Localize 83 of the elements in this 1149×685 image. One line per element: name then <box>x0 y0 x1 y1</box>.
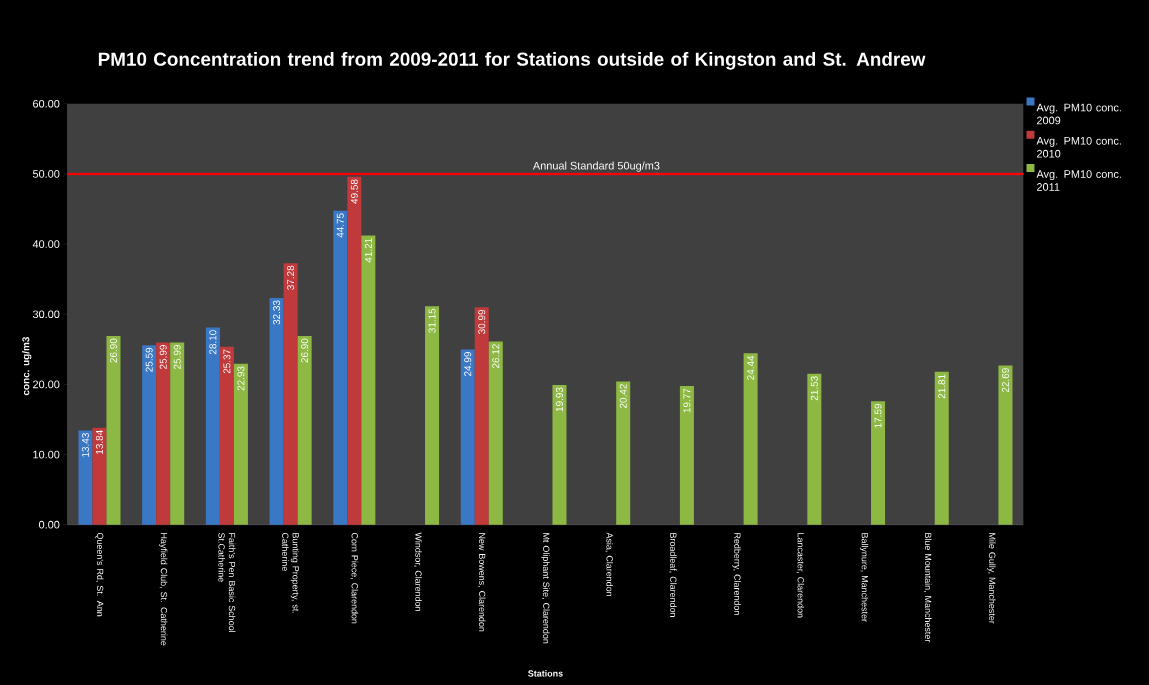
bar <box>998 365 1013 525</box>
bar <box>156 342 171 525</box>
x-tick-label: Corn Piece, Clarendon <box>350 532 359 624</box>
x-tick-label: Redberry, Clarendon <box>732 533 741 615</box>
data-label: 30.99 <box>478 309 486 334</box>
bar <box>142 345 157 525</box>
data-label: 31.15 <box>428 308 436 333</box>
data-label: 19.93 <box>555 387 563 412</box>
data-label: 22.69 <box>1001 368 1009 392</box>
data-label: 28.10 <box>209 329 217 354</box>
data-label: 24.44 <box>747 355 755 380</box>
y-tick-label: 10.00 <box>33 450 60 459</box>
bar <box>460 349 475 525</box>
x-tick-label: Lancaster, Clarendon <box>796 533 805 618</box>
x-tick-label: Ballynure, Manchester <box>859 533 869 622</box>
data-label: 41.21 <box>364 238 372 263</box>
data-label: 20.42 <box>619 383 627 408</box>
bar <box>219 346 234 525</box>
y-tick-label: 40.00 <box>32 240 60 248</box>
data-label: 26.12 <box>492 343 500 368</box>
chart-title: PM10 Concentration trend from 2009-2011 for Stations outside of Kingston and St. Andrew <box>98 51 926 70</box>
data-label: 25.59 <box>145 347 153 372</box>
bar <box>347 176 362 525</box>
data-label: 26.90 <box>301 338 309 363</box>
data-label: 21.53 <box>810 376 818 401</box>
x-tick-label: New Bowens, Clarendon <box>477 533 486 632</box>
x-tick-label: Hayfield Club, St. Catherine <box>159 533 168 646</box>
x-tick-label: Blue Mountain, Manchester <box>923 533 932 643</box>
bar <box>474 307 489 525</box>
bar <box>871 401 886 525</box>
data-label: 25.99 <box>173 344 181 369</box>
legend-label: Avg. PM10 conc. 2010 <box>1036 136 1121 158</box>
data-label: 26.90 <box>109 338 117 363</box>
bar <box>106 335 121 525</box>
data-label: 13.84 <box>95 429 103 454</box>
x-tick-label: Windsor, Clarendon <box>414 532 422 611</box>
data-label: 17.59 <box>874 403 882 428</box>
data-label: 44.75 <box>336 213 344 238</box>
bar <box>361 235 376 525</box>
y-tick-label: 30.00 <box>32 310 60 318</box>
ref-line-label: Annual Standard 50ug/m3 <box>532 161 660 172</box>
x-tick-label: Faith's Pen Basic School St.Catherine <box>218 532 236 632</box>
y-axis-title: conc. ug/m3 <box>22 336 32 395</box>
x-tick-label: Bunting Property, st. Catherine <box>282 532 300 613</box>
data-label: 49.58 <box>350 179 358 204</box>
x-tick-label: Mt Oliphant Site, Clarendon <box>541 533 550 644</box>
data-label: 22.93 <box>237 366 245 391</box>
bar <box>934 371 949 525</box>
bar <box>170 342 185 525</box>
bar <box>807 373 822 525</box>
bar <box>552 384 567 525</box>
bar <box>297 335 312 525</box>
data-label: 24.99 <box>464 351 472 376</box>
legend-label: Avg. PM10 conc. 2009 <box>1036 103 1121 125</box>
bar <box>488 341 503 525</box>
data-label: 37.28 <box>287 265 295 290</box>
data-label: 25.99 <box>159 344 167 369</box>
y-tick-label: 50.00 <box>32 169 60 178</box>
x-tick-label: Queen's Rd, St. Ann <box>95 532 104 616</box>
y-tick-label: 20.00 <box>33 380 60 389</box>
bar <box>205 327 220 525</box>
y-tick-label: 60.00 <box>33 99 60 108</box>
bar <box>743 353 758 525</box>
bar <box>333 210 348 525</box>
x-tick-label: Mile Gully, Manchester <box>987 533 996 624</box>
data-label: 19.77 <box>683 388 691 413</box>
bar <box>92 427 107 525</box>
data-label: 25.37 <box>223 349 231 374</box>
x-tick-label: Asia, Clarendon <box>605 532 613 596</box>
x-axis-title: Stations <box>528 669 563 677</box>
bar <box>269 297 284 525</box>
y-tick-label: 0.00 <box>39 520 60 529</box>
data-label: 21.81 <box>938 374 946 399</box>
legend-label: Avg. PM10 conc. 2011 <box>1036 170 1121 191</box>
bar <box>425 306 440 525</box>
bar <box>616 381 631 525</box>
data-label: 13.43 <box>81 432 89 457</box>
x-tick-label: Broadleaf, Clarendon <box>669 533 677 617</box>
bar <box>283 262 298 525</box>
data-label: 32.33 <box>273 300 281 325</box>
bar <box>679 385 694 525</box>
bar <box>233 363 248 525</box>
bar <box>78 430 93 525</box>
